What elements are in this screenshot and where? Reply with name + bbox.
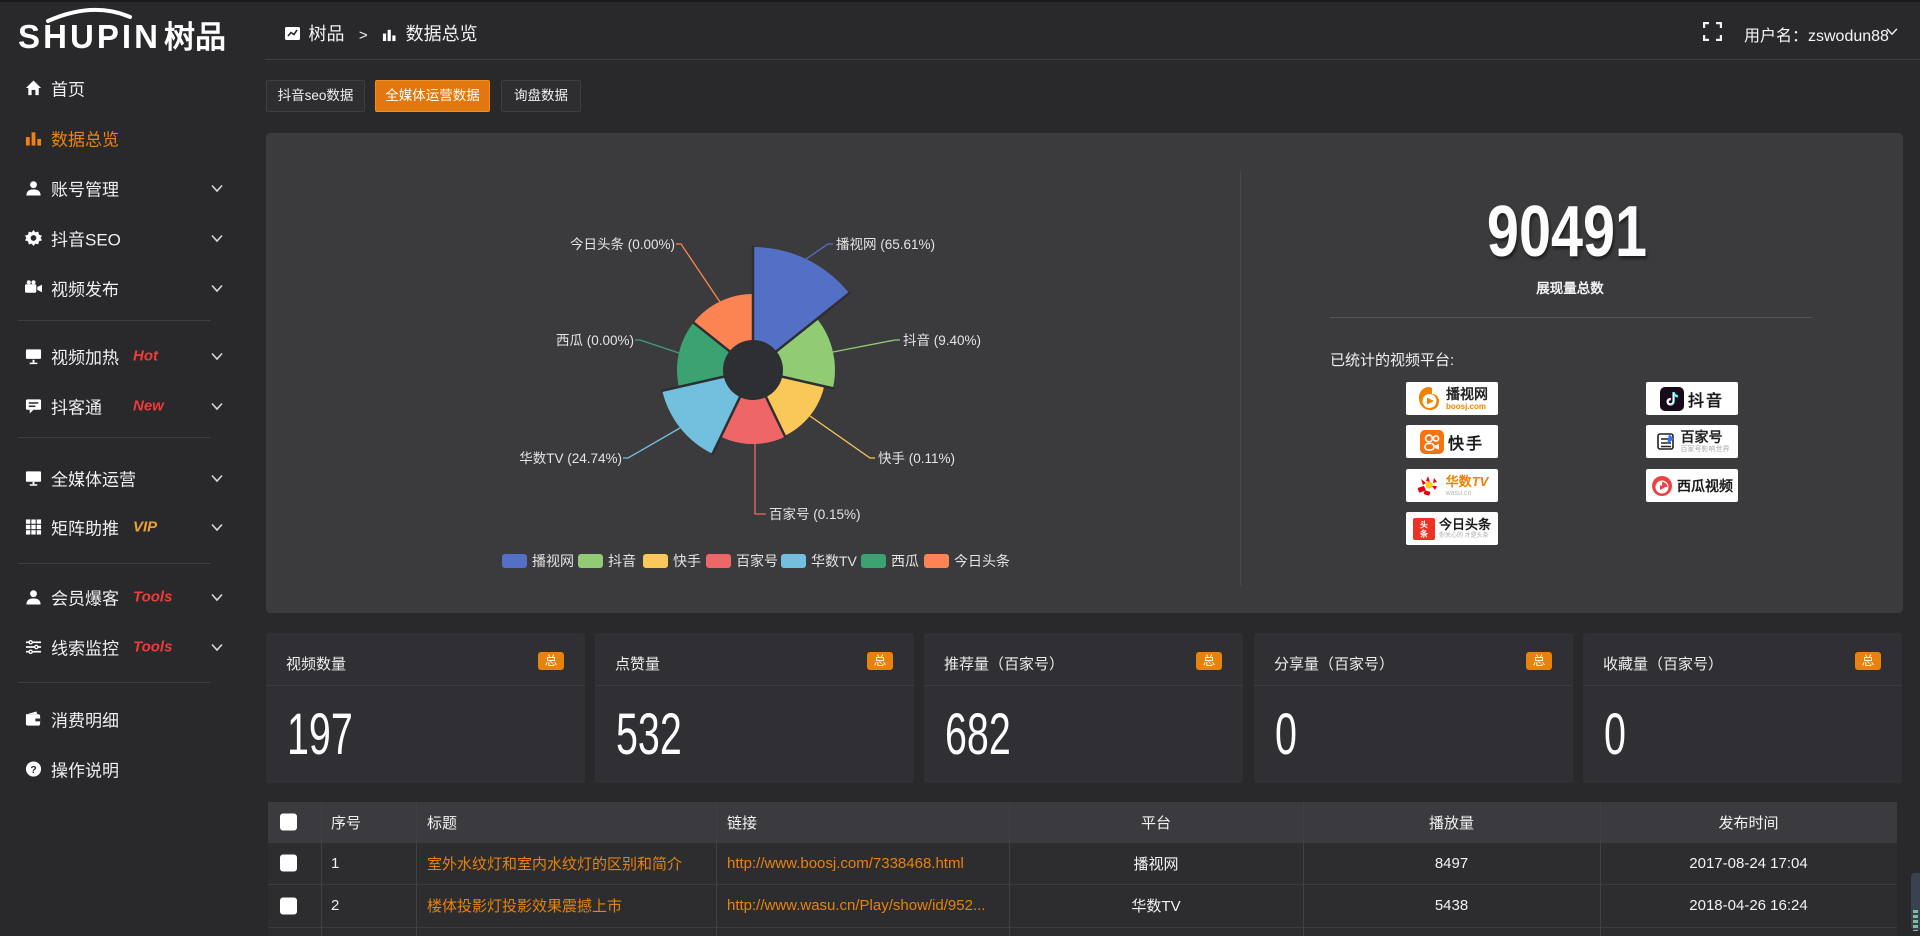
svg-text:百家号 (0.15%): 百家号 (0.15%) — [769, 506, 861, 522]
svg-text:头: 头 — [1420, 519, 1428, 529]
svg-text:树品: 树品 — [164, 20, 226, 55]
svg-text:抖音 (9.40%): 抖音 (9.40%) — [903, 332, 981, 348]
svg-text:西瓜 (0.00%): 西瓜 (0.00%) — [556, 333, 634, 348]
svg-text:华数TV: 华数TV — [811, 553, 858, 569]
svg-text:今日头条: 今日头条 — [954, 553, 1010, 569]
svg-text:快手 (0.11%): 快手 (0.11%) — [878, 451, 955, 466]
svg-text:播视网 (65.61%): 播视网 (65.61%) — [836, 237, 935, 252]
svg-text:华数TV (24.74%): 华数TV (24.74%) — [519, 451, 622, 466]
svg-text:播视网: 播视网 — [532, 553, 574, 569]
svg-text:西瓜: 西瓜 — [891, 553, 919, 569]
svg-text:快手: 快手 — [673, 553, 701, 569]
svg-text:SHUPIN: SHUPIN — [18, 18, 158, 55]
svg-text:条: 条 — [1419, 528, 1429, 538]
svg-text:抖音: 抖音 — [608, 553, 636, 569]
svg-text:百家号: 百家号 — [736, 553, 778, 569]
svg-text:?: ? — [30, 765, 36, 776]
svg-text:今日头条 (0.00%): 今日头条 (0.00%) — [570, 236, 675, 252]
